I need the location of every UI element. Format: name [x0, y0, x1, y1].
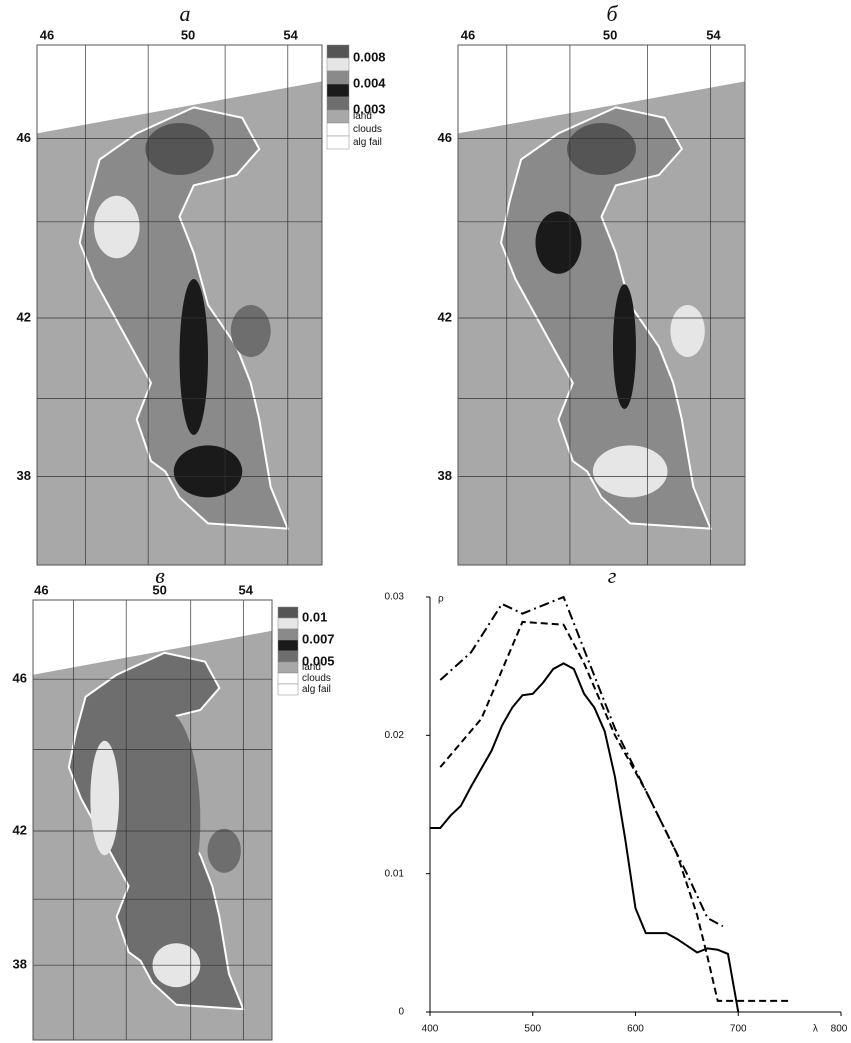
legend-swatch [277, 617, 299, 630]
lat-tick-label: 42 [17, 309, 31, 324]
legend-swatch [277, 628, 299, 641]
x-tick-label: 700 [730, 1024, 747, 1035]
legend-label: alg fail [302, 684, 331, 695]
lon-tick-label: 46 [40, 27, 54, 42]
y-tick-label: 0.03 [385, 592, 405, 603]
lat-tick-label: 46 [438, 130, 452, 145]
line-series [430, 662, 740, 1013]
legend-label: 0.004 [353, 75, 386, 90]
legend-swatch [326, 44, 350, 59]
y-axis-label: ρ [438, 594, 444, 605]
panel-label: б [606, 1, 618, 26]
legend-swatch [277, 606, 299, 619]
legend-label: land [353, 111, 372, 122]
sea-patch [230, 305, 271, 357]
map-frame [36, 44, 323, 566]
lon-tick-label: 50 [152, 582, 166, 597]
line-series [439, 595, 724, 928]
legend-label: 0.005 [302, 653, 335, 668]
lon-tick-label: 50 [603, 27, 617, 42]
legend-label: clouds [302, 673, 331, 684]
legend-swatch [277, 650, 299, 663]
legend-label: clouds [353, 124, 382, 135]
y-tick-label: 0 [398, 1007, 404, 1018]
sea-patch [90, 740, 120, 856]
lat-tick-label: 42 [13, 822, 27, 837]
lat-tick-label: 46 [13, 671, 27, 686]
legend-swatch [326, 83, 350, 98]
legend-swatch [277, 661, 299, 674]
sea-patch [128, 710, 201, 930]
sea-patch [670, 305, 705, 357]
sea-patch [592, 445, 668, 498]
lon-tick-label: 54 [238, 582, 253, 597]
cloud-band [33, 600, 272, 675]
lon-tick-label: 54 [283, 27, 298, 42]
lon-tick-label: 46 [34, 582, 48, 597]
legend-label: 0.007 [302, 631, 335, 646]
x-tick-label: 800 [831, 1024, 848, 1035]
legend-swatch [326, 122, 350, 137]
legend-swatch [326, 57, 350, 72]
legend-swatch [326, 70, 350, 85]
cloud-band [458, 45, 745, 134]
legend-swatch [277, 639, 299, 652]
lon-tick-label: 46 [461, 27, 475, 42]
lat-tick-label: 38 [13, 957, 27, 972]
panel-label: в [155, 563, 165, 588]
lat-tick-label: 46 [17, 130, 31, 145]
map-frame [457, 44, 746, 566]
panel-label: а [180, 1, 191, 26]
legend-swatch [326, 96, 350, 111]
sea-patch [207, 828, 241, 873]
sea-patch [179, 279, 208, 435]
x-tick-label: 400 [422, 1024, 439, 1035]
lon-tick-label: 54 [706, 27, 721, 42]
x-axis-label: λ [813, 1024, 818, 1035]
panel-label: г [608, 563, 617, 588]
legend-label: 0.003 [353, 101, 386, 116]
x-tick-label: 500 [524, 1024, 541, 1035]
y-tick-label: 0.02 [385, 730, 405, 741]
legend-label: 0.008 [353, 49, 386, 64]
legend-swatch [277, 683, 299, 696]
lat-tick-label: 38 [438, 468, 452, 483]
y-tick-label: 0.01 [385, 868, 405, 879]
lat-tick-label: 42 [438, 309, 452, 324]
map-panel: б 46 50 54 46 42 38 [438, 1, 746, 566]
legend-swatch [277, 672, 299, 685]
lon-tick-label: 50 [181, 27, 195, 42]
sea-patch [612, 284, 636, 409]
legend-label: 0.01 [302, 609, 327, 624]
sea-patch [145, 123, 214, 175]
map-panel: в 46 50 54 46 42 38 0.01 0.007 0.005landcloudsalg… [13, 563, 335, 1041]
sea-patch [173, 445, 243, 498]
sea-patch [535, 211, 582, 274]
line-series [439, 620, 790, 1002]
map-frame [32, 599, 273, 1041]
legend-label: land [302, 662, 321, 673]
lat-tick-label: 38 [17, 468, 31, 483]
legend-swatch [326, 135, 350, 150]
legend-swatch [326, 109, 350, 124]
cloud-band [37, 45, 322, 134]
sea-patch [94, 195, 140, 259]
sea-patch [567, 123, 636, 175]
x-tick-label: 600 [627, 1024, 644, 1035]
legend-label: alg fail [353, 137, 382, 148]
